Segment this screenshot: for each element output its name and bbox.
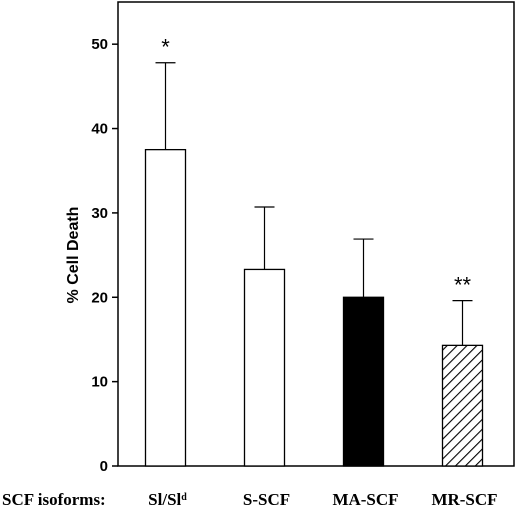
axes: 0 10 20 30 40 50 (91, 1, 515, 475)
bar (441, 344, 484, 467)
significance-marker: * (161, 35, 170, 60)
category-label-text: S-SCF (243, 490, 290, 509)
category-label-text: Sl/Sl (148, 490, 181, 509)
bar (243, 268, 286, 467)
category-label: MR-SCF (431, 490, 497, 509)
y-tick-label: 10 (91, 374, 108, 391)
bars: *** (144, 35, 484, 467)
bar (144, 148, 187, 467)
y-tick-label: 30 (91, 205, 108, 222)
y-tick-label: 20 (91, 289, 108, 306)
category-label: S-SCF (243, 490, 290, 509)
y-tick-label: 50 (91, 36, 108, 53)
significance-marker: ** (454, 273, 472, 298)
labels: % Cell Death SCF isoforms: Sl/Sld S-SCF MA… (2, 207, 498, 509)
category-label: MA-SCF (332, 490, 398, 509)
y-tick-label: 40 (91, 121, 108, 138)
plot-frame (117, 1, 515, 467)
y-axis-label: % Cell Death (65, 207, 82, 304)
category-label-text: MR-SCF (431, 490, 497, 509)
x-axis-label: SCF isoforms: (2, 490, 106, 509)
bar (342, 296, 385, 467)
y-tick-label: 0 (100, 458, 108, 475)
category-superscript: d (181, 492, 187, 503)
category-label-text: MA-SCF (332, 490, 398, 509)
category-label: Sl/Sld (148, 490, 187, 509)
